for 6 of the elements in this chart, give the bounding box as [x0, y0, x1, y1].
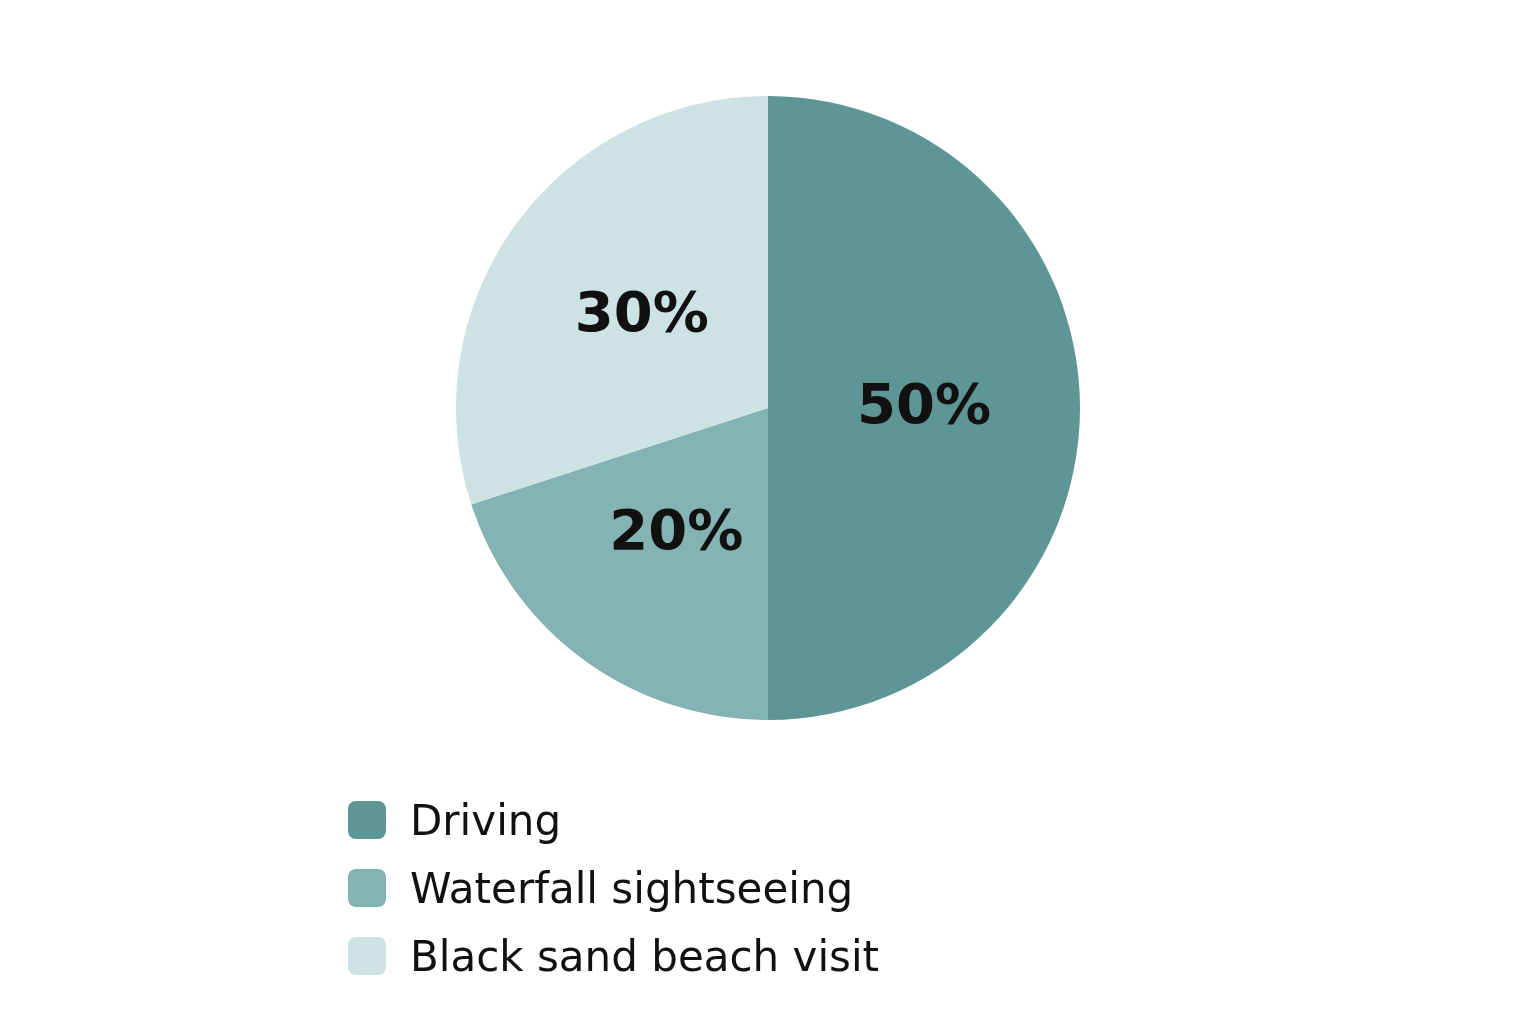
legend-label: Black sand beach visit — [410, 931, 880, 981]
data-label: 20% — [609, 496, 744, 562]
legend-label: Driving — [410, 795, 562, 845]
data-label: 30% — [574, 278, 709, 344]
data-label: 50% — [856, 370, 992, 436]
legend-label: Waterfall sightseeing — [410, 863, 854, 913]
